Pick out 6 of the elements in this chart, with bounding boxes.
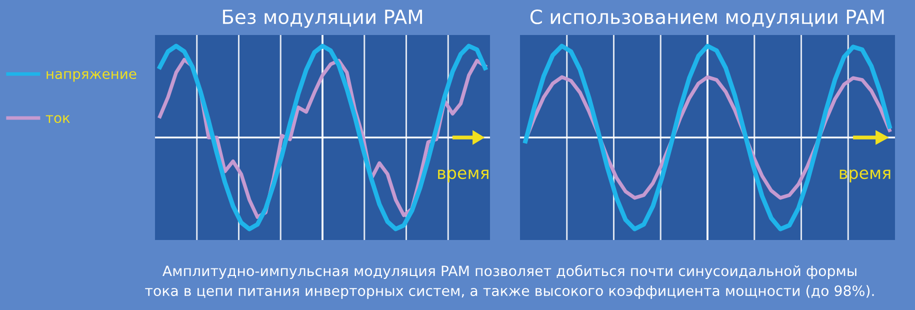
text: Амплитудно-импульсная модуляция PAM позволяет добиться почти синусоидальной формы — [162, 265, 856, 279]
legend-label: ток — [46, 115, 70, 124]
legend-label: напряжение — [46, 71, 136, 82]
chart-title: С использованием модуляции PAM — [530, 9, 884, 28]
text: тока в цепи питания инверторных систем, а также высокого коэффициента мощности (до 98%). — [145, 285, 874, 299]
chart-title: Без модуляции PAM — [223, 10, 422, 28]
